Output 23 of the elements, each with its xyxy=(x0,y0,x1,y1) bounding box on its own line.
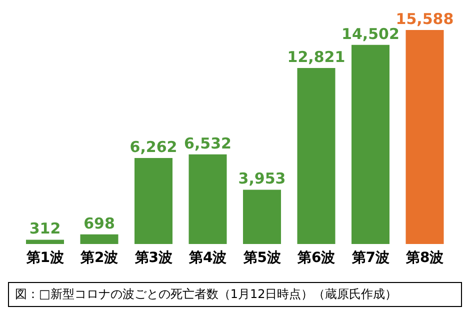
data-label: 12,821 xyxy=(287,48,346,66)
text: 図：□新型コロナの波ごとの死亡者数（1月12日時点）（蔵原氏作成） xyxy=(8,282,462,307)
bar xyxy=(80,234,118,244)
x-tick-label: 第8波 xyxy=(405,250,444,266)
x-tick-label: 第7波 xyxy=(350,250,390,266)
data-label: 698 xyxy=(84,214,115,232)
data-label: 6,532 xyxy=(184,134,232,152)
bar xyxy=(134,158,172,244)
bar xyxy=(26,240,64,244)
bar xyxy=(188,154,227,244)
x-tick-label: 第1波 xyxy=(25,250,64,266)
x-tick-label: 第3波 xyxy=(134,250,172,266)
bar xyxy=(297,68,336,244)
x-tick-label: 第5波 xyxy=(242,250,281,266)
data-label: 3,953 xyxy=(238,170,286,188)
bar xyxy=(243,190,281,244)
data-label: 6,262 xyxy=(130,138,178,156)
data-label: 312 xyxy=(29,220,61,238)
bar xyxy=(406,30,444,244)
x-tick-label: 第6波 xyxy=(296,250,336,266)
x-tick-label: 第4波 xyxy=(188,250,227,266)
bar xyxy=(352,44,390,244)
x-tick-label: 第2波 xyxy=(80,250,118,266)
